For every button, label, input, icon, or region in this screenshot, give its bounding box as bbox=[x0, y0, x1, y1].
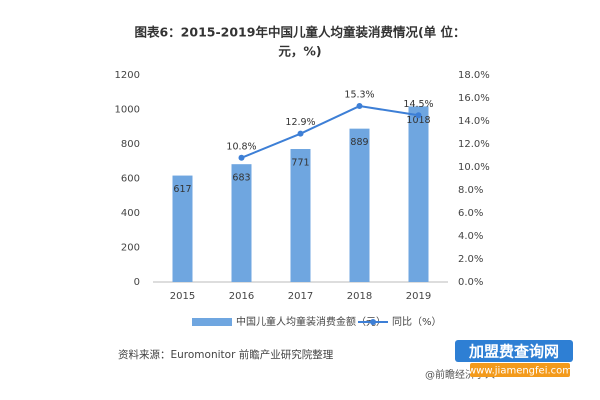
y2-tick-label: 6.0% bbox=[458, 208, 483, 219]
line bbox=[241, 105, 419, 159]
legend-swatch bbox=[192, 318, 232, 326]
data-label: 14.5% bbox=[403, 99, 433, 110]
logo-box bbox=[455, 340, 573, 362]
data-label: 617 bbox=[173, 184, 191, 195]
data-label: 1018 bbox=[406, 115, 430, 126]
y2-tick-label: 14.0% bbox=[458, 116, 490, 127]
data-label: 12.9% bbox=[285, 117, 315, 128]
bar bbox=[231, 164, 252, 282]
chart-title: 元，%) bbox=[278, 44, 321, 59]
y2-tick-label: 16.0% bbox=[458, 93, 490, 104]
y2-tick-label: 18.0% bbox=[458, 70, 490, 81]
line-point bbox=[415, 112, 422, 119]
y-tick-label: 800 bbox=[121, 139, 140, 150]
logo-name: 加盟费查询网 bbox=[468, 343, 559, 361]
x-tick-label: 2017 bbox=[288, 291, 313, 302]
line-point bbox=[238, 154, 245, 161]
y2-tick-label: 0.0% bbox=[458, 277, 483, 288]
chart-title: 图表6：2015-2019年中国儿童人均童装消费情况(单 位： bbox=[134, 25, 465, 40]
y2-tick-label: 10.0% bbox=[458, 162, 490, 173]
y-tick-label: 0 bbox=[134, 277, 140, 288]
y2-tick-label: 8.0% bbox=[458, 185, 483, 196]
logo-url-box bbox=[470, 363, 570, 377]
y-tick-label: 1000 bbox=[115, 105, 140, 116]
data-label: 771 bbox=[291, 158, 309, 169]
y-tick-label: 200 bbox=[121, 243, 140, 254]
y2-tick-label: 2.0% bbox=[458, 254, 483, 265]
legend-swatch bbox=[370, 319, 376, 325]
data-label: 10.8% bbox=[226, 141, 256, 152]
data-label: 889 bbox=[350, 137, 368, 148]
x-tick-label: 2018 bbox=[347, 291, 372, 302]
x-tick-label: 2019 bbox=[406, 291, 431, 302]
logo-url: www.jiamengfei.com bbox=[468, 366, 572, 377]
bar bbox=[290, 149, 311, 282]
bar bbox=[172, 175, 193, 282]
source: 资料来源：Euromonitor 前瞻产业研究院整理 bbox=[118, 348, 334, 361]
bar bbox=[349, 128, 370, 282]
x-tick-label: 2015 bbox=[170, 291, 195, 302]
line-point bbox=[356, 103, 363, 110]
line-point bbox=[297, 130, 304, 137]
y2-tick-label: 12.0% bbox=[458, 139, 490, 150]
bar bbox=[408, 106, 429, 283]
legend-label: 同比（%） bbox=[392, 316, 442, 328]
y2-tick-label: 4.0% bbox=[458, 231, 483, 242]
y-tick-label: 600 bbox=[121, 174, 140, 185]
y-tick-label: 1200 bbox=[115, 70, 140, 81]
data-label: 15.3% bbox=[344, 90, 374, 101]
y-tick-label: 400 bbox=[121, 208, 140, 219]
legend-label: 中国儿童人均童装消费金额（元） bbox=[236, 315, 386, 328]
x-tick-label: 2016 bbox=[229, 291, 254, 302]
data-label: 683 bbox=[232, 173, 250, 184]
